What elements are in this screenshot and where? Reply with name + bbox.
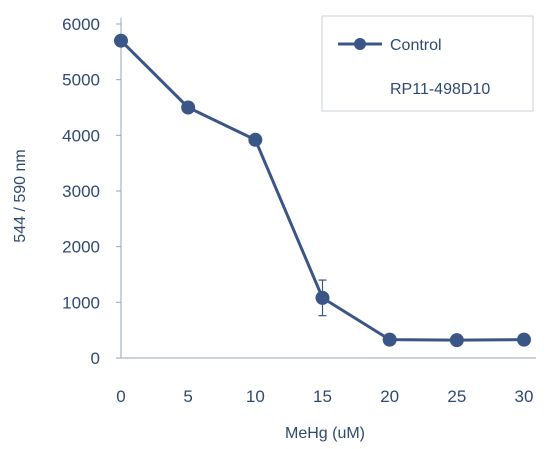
x-tick-label: 20 [380, 387, 399, 406]
data-point [181, 100, 196, 115]
y-axis-label: 544 / 590 nm [12, 149, 29, 242]
legend-entry-rp11-498d10: RP11-498D10 [390, 81, 490, 98]
y-tick-label: 5000 [62, 71, 100, 90]
data-point [248, 132, 263, 147]
y-tick-label: 6000 [62, 15, 100, 34]
y-tick-label: 4000 [62, 126, 100, 145]
data-point [315, 290, 330, 305]
y-axis-ticks: 0 1000 2000 3000 4000 5000 6000 [62, 15, 121, 368]
legend-entry-control: Control [390, 37, 442, 54]
y-tick-label: 0 [91, 349, 100, 368]
x-tick-label: 30 [515, 387, 534, 406]
x-tick-label: 5 [183, 387, 192, 406]
y-tick-label: 3000 [62, 182, 100, 201]
x-tick-label: 15 [313, 387, 332, 406]
x-axis-label: MeHg (uM) [285, 425, 365, 442]
series-group [114, 33, 531, 348]
legend-swatch-marker [354, 38, 366, 50]
axes [120, 18, 536, 359]
data-point [382, 332, 397, 347]
legend-box [321, 15, 534, 112]
data-point [114, 33, 128, 48]
legend: Control RP11-498D10 [321, 15, 534, 112]
x-axis-ticks: 0 5 10 15 20 25 30 [116, 387, 533, 406]
y-tick-label: 2000 [62, 238, 100, 257]
data-point [517, 332, 531, 347]
x-tick-label: 10 [246, 387, 265, 406]
y-tick-label: 1000 [62, 293, 100, 312]
data-point [449, 333, 464, 348]
x-tick-label: 25 [447, 387, 466, 406]
x-tick-label: 0 [116, 387, 125, 406]
